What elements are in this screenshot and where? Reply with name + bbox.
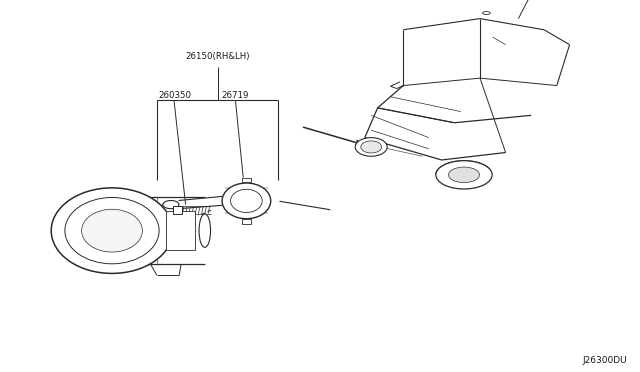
Ellipse shape [230,189,262,212]
Ellipse shape [65,198,159,264]
Bar [166,211,195,250]
Ellipse shape [222,183,271,219]
Ellipse shape [361,141,381,153]
Ellipse shape [163,201,179,209]
Ellipse shape [82,209,143,252]
Ellipse shape [51,188,173,273]
Text: 26719: 26719 [222,92,249,100]
Text: 26150(RH&LH): 26150(RH&LH) [186,52,250,61]
Bar [242,178,251,182]
Bar [242,219,251,224]
Ellipse shape [199,214,211,247]
Text: 260350: 260350 [158,92,191,100]
Bar [173,206,182,214]
Text: J26300DU: J26300DU [582,356,627,365]
Ellipse shape [355,138,387,156]
Ellipse shape [483,12,490,15]
Ellipse shape [449,167,479,183]
Ellipse shape [436,161,492,189]
